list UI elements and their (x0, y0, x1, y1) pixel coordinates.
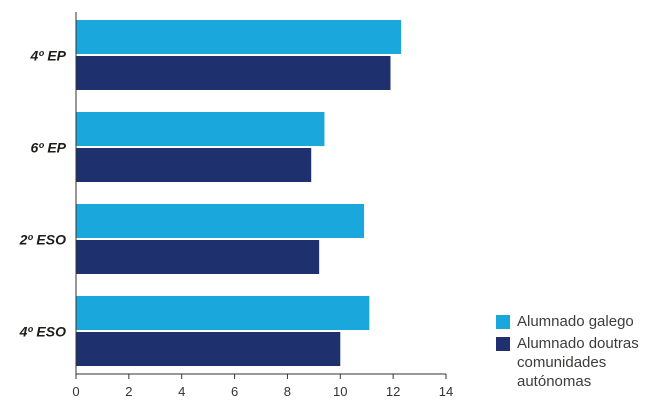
legend-item-galego: Alumnado galego (496, 312, 669, 331)
bar-2-eso-galego (76, 204, 365, 238)
bar-6-ep-outras (76, 148, 312, 182)
category-labels: 4º EP 6º EP 2º ESO 4º ESO (19, 48, 67, 340)
legend-item-outras: Alumnado doutras comunidades autónomas (496, 334, 669, 391)
legend-label-outras-line3: autónomas (517, 373, 592, 390)
bar-4-ep-outras (76, 56, 391, 90)
legend-swatch-galego (496, 315, 510, 329)
legend-label-outras-line1: Alumnado doutras (517, 335, 639, 352)
bar-6-ep-galego (76, 112, 325, 146)
bar-4-eso-galego (76, 296, 370, 330)
x-tick-label-8: 8 (284, 384, 291, 399)
category-label-4-eso: 4º ESO (19, 324, 66, 340)
bars-group (76, 20, 402, 366)
legend-label-galego: Alumnado galego (517, 313, 634, 330)
x-tick-label-2: 2 (125, 384, 132, 399)
bar-4-eso-outras (76, 332, 341, 366)
x-tick-label-4: 4 (178, 384, 185, 399)
x-tick-label-10: 10 (333, 384, 347, 399)
bar-2-eso-outras (76, 240, 320, 274)
legend-label-outras-line2: comunidades (517, 354, 607, 371)
x-tick-label-0: 0 (72, 384, 79, 399)
category-label-4-ep: 4º EP (30, 48, 67, 64)
x-tick-label-14: 14 (439, 384, 453, 399)
category-label-6-ep: 6º EP (31, 140, 67, 156)
x-axis: 0 2 4 6 8 10 12 14 (72, 373, 453, 399)
x-tick-label-12: 12 (386, 384, 400, 399)
legend-swatch-outras (496, 337, 510, 351)
category-label-2-eso: 2º ESO (19, 232, 66, 248)
x-tick-label-6: 6 (231, 384, 238, 399)
legend: Alumnado galego Alumnado doutras comunid… (496, 312, 669, 394)
bar-4-ep-galego (76, 20, 402, 54)
